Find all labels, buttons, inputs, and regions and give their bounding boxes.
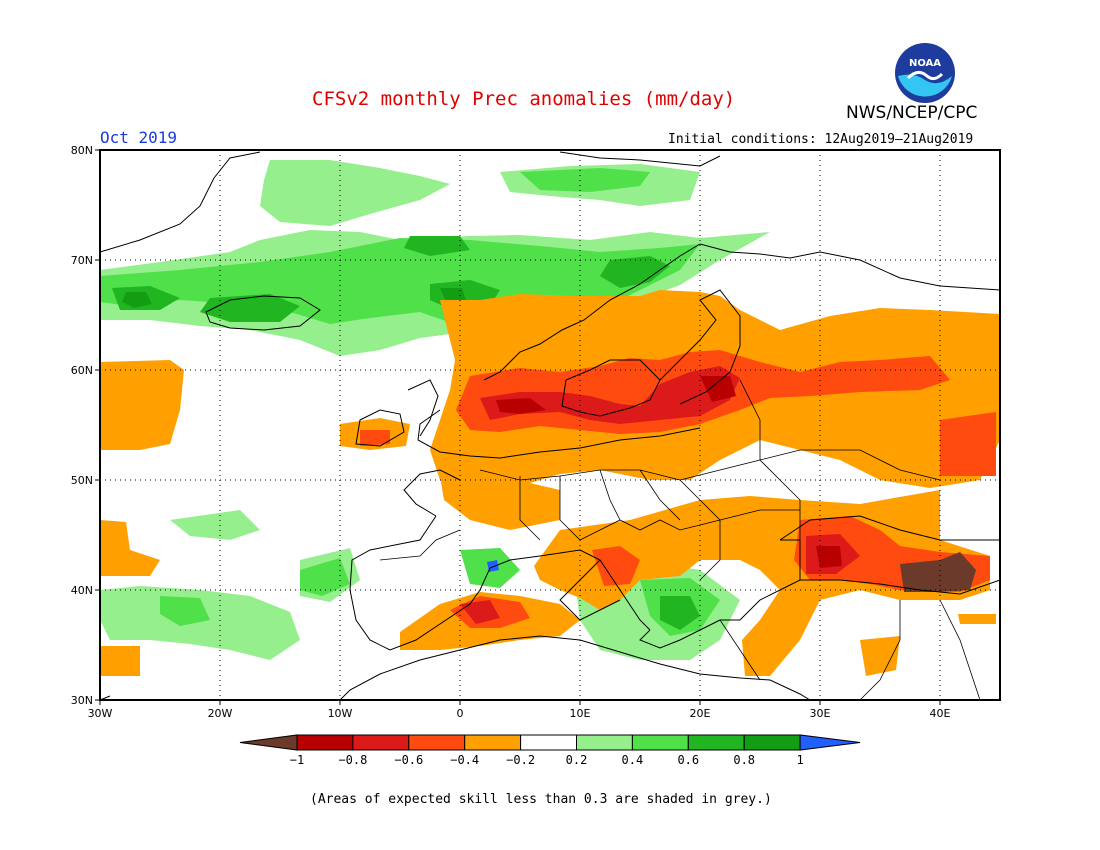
colorbar-box — [352, 734, 410, 751]
anomaly-region — [160, 548, 720, 636]
lat-label: 60N — [71, 364, 93, 377]
anomaly-region — [112, 236, 670, 322]
anomaly-fields — [100, 160, 1000, 676]
colorbar-label: 0.6 — [677, 753, 699, 767]
lat-label: 80N — [71, 144, 93, 157]
colorbar-box — [520, 734, 577, 751]
lon-label: 20E — [690, 707, 711, 720]
coastline — [699, 243, 1001, 291]
country-border — [559, 476, 800, 541]
lon-label: 30W — [88, 707, 113, 720]
colorbar-label: −1 — [290, 753, 304, 767]
logo-text: NOAA — [909, 58, 941, 69]
lon-label: 20W — [208, 707, 233, 720]
coastline — [659, 289, 741, 405]
coastline — [349, 515, 651, 651]
colorbar-box — [576, 734, 633, 751]
skill-footnote: (Areas of expected skill less than 0.3 a… — [310, 792, 772, 807]
colorbar-label: −0.4 — [450, 753, 479, 767]
colorbar-box — [296, 734, 354, 751]
country-border — [739, 379, 941, 481]
coastline — [559, 151, 721, 167]
country-border — [939, 599, 981, 701]
colorbar-box — [743, 734, 801, 751]
noaa-logo-icon: NOAA — [895, 43, 955, 103]
anomaly-region — [660, 596, 700, 630]
agency-label: NWS/NCEP/CPC — [846, 103, 978, 123]
colorbar-label: −0.8 — [338, 753, 367, 767]
lon-label: 10W — [328, 707, 353, 720]
anomaly-region — [100, 360, 184, 450]
graticule — [95, 149, 1000, 705]
anomaly-region — [100, 520, 160, 676]
colorbar-box — [408, 734, 466, 751]
lon-label: 10E — [570, 707, 591, 720]
map-frame — [99, 149, 1001, 701]
country-border — [679, 479, 721, 581]
anomaly-region — [900, 552, 976, 592]
coastline — [99, 151, 261, 253]
colorbar-label: 0.2 — [566, 753, 588, 767]
anomaly-region — [520, 168, 650, 192]
anomaly-region — [860, 614, 996, 676]
country-border — [599, 469, 621, 521]
colorbar-box — [687, 734, 745, 751]
coastline — [417, 409, 701, 459]
colorbar-box — [464, 734, 522, 751]
forecast-month: Oct 2019 — [100, 128, 178, 147]
anomaly-region — [450, 516, 990, 628]
colorbar-box — [631, 734, 689, 751]
lon-label: 40E — [930, 707, 951, 720]
country-border — [379, 529, 461, 561]
chart-title: CFSv2 monthly Prec anomalies (mm/day) — [312, 88, 736, 110]
colorbar-arrow-low — [239, 734, 298, 751]
anomaly-region — [100, 510, 740, 660]
coastline — [779, 515, 1000, 541]
colorbar-label: −0.6 — [394, 753, 423, 767]
lat-label: 40N — [71, 584, 93, 597]
country-border — [639, 469, 681, 521]
country-border — [479, 459, 761, 481]
lon-label: 0 — [457, 707, 464, 720]
lat-label: 50N — [71, 474, 93, 487]
coastline — [559, 559, 621, 621]
initial-conditions: Initial conditions: 12Aug2019–21Aug2019 — [668, 132, 974, 147]
country-border — [519, 476, 541, 541]
coastline — [403, 469, 461, 517]
coastline — [407, 379, 439, 437]
lat-label: 30N — [71, 694, 93, 707]
country-border — [719, 619, 761, 681]
country-border — [859, 600, 901, 701]
colorbar-label: 0.4 — [622, 753, 644, 767]
anomaly-region — [460, 366, 860, 624]
lon-label: 30E — [810, 707, 831, 720]
colorbar-label: 1 — [796, 753, 803, 767]
country-borders — [379, 379, 981, 701]
coastline — [355, 409, 405, 447]
colorbar-arrow-high — [799, 734, 861, 751]
colorbar-label: −0.2 — [506, 753, 535, 767]
colorbar-label: 0.8 — [733, 753, 755, 767]
country-border — [759, 459, 801, 540]
lat-label: 70N — [71, 254, 93, 267]
coastline — [483, 243, 701, 381]
